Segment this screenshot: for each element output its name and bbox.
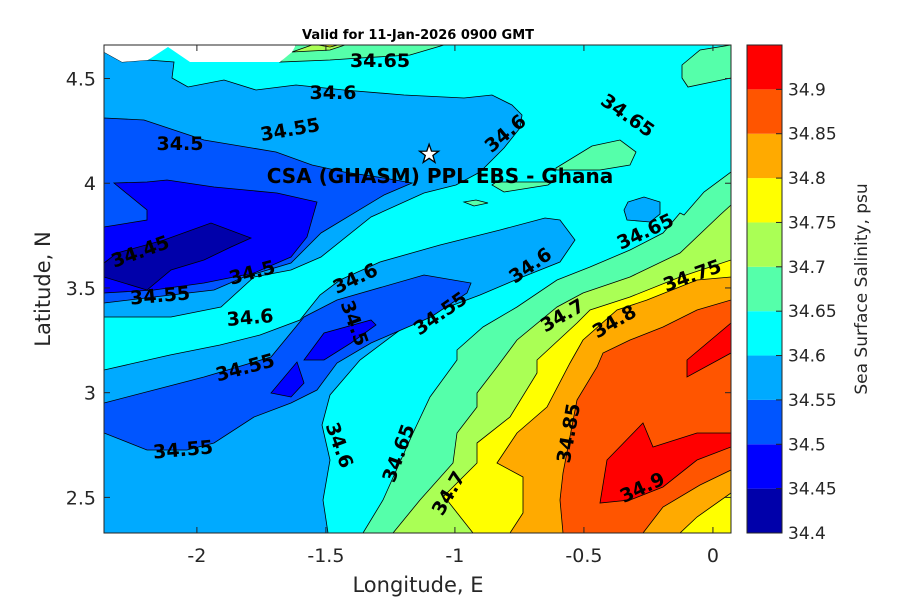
y-axis-label: Latitude, N	[31, 231, 55, 347]
colorbar-label: Sea Surface Salinity, psu	[852, 183, 872, 394]
no-data-region	[104, 45, 296, 62]
colorbar-tick-label: 34.5	[788, 435, 826, 455]
colorbar-tick-label: 34.45	[788, 480, 837, 500]
colorbar-frame	[746, 44, 783, 534]
colorbar-swatch	[747, 133, 782, 179]
contour-label: 34.65	[350, 50, 410, 72]
contour-region-34_65	[555, 139, 637, 171]
contour-region-34_65	[681, 45, 731, 88]
axes: -2 -1.5 -1 -0.5 0 2.5 3 3.5 4 4.5	[66, 45, 731, 567]
contour-label: 34.6	[310, 82, 357, 104]
y-tick-label: 4.5	[66, 69, 96, 91]
contour-region-34_45	[303, 319, 377, 361]
colorbar-swatch	[747, 488, 782, 533]
y-tick-label: 2.5	[66, 487, 96, 509]
x-axis-label: Longitude, E	[352, 573, 483, 597]
colorbar-tick-label: 34.6	[788, 347, 826, 367]
colorbar-swatch	[747, 178, 782, 223]
contour-region-34_55	[623, 196, 661, 223]
y-tick-label: 3.5	[66, 278, 96, 300]
colorbar-swatch	[747, 311, 782, 356]
colorbar-swatch	[747, 45, 782, 90]
contour-region-34_9	[686, 322, 731, 378]
contour-label: 34.6	[226, 305, 275, 331]
contour-region-34_85	[559, 299, 731, 533]
plot-frame	[103, 44, 732, 534]
colorbar-tick-label: 34.75	[788, 213, 837, 233]
contour-label: 34.55	[129, 282, 191, 309]
colorbar-tick-label: 34.65	[788, 302, 837, 322]
colorbar-tick-label: 34.9	[788, 80, 826, 100]
colorbar-swatch	[747, 222, 782, 267]
colorbar-swatch	[747, 266, 782, 312]
contour-region-34_5	[104, 274, 472, 451]
station-star-marker	[417, 142, 441, 165]
x-tick-label: 0	[707, 545, 719, 567]
y-tick-label: 4	[84, 173, 96, 195]
colorbar-tick-label: 34.4	[788, 524, 826, 544]
contour-region-34_65	[462, 199, 489, 207]
colorbar: 34.4 34.45 34.5 34.55 34.6 34.65 34.7 34.75 34.8…	[746, 44, 837, 544]
x-tick-label: -0.5	[565, 545, 602, 567]
contour-label: 34.5	[157, 133, 204, 155]
station-annotation: CSA (GHASM) PPL EBS - Ghana	[267, 164, 614, 188]
contour-region-34_75	[679, 492, 731, 533]
contour-region-34_65	[491, 181, 554, 193]
colorbar-swatch	[747, 444, 782, 489]
chart-title: Valid for 11-Jan-2026 0900 GMT	[302, 28, 534, 43]
contour-fills	[104, 45, 731, 533]
contour-region-34_45	[270, 361, 305, 398]
x-tick-label: -1	[445, 545, 464, 567]
contour-region-34_4	[104, 222, 253, 291]
contour-region-34_9	[599, 422, 731, 504]
contour-label: 34.55	[152, 436, 214, 463]
colorbar-swatch	[747, 399, 782, 445]
colorbar-tick-label: 34.7	[788, 258, 826, 278]
colorbar-tick-label: 34.8	[788, 169, 826, 189]
y-tick-label: 3	[84, 383, 96, 405]
colorbar-swatch	[747, 89, 782, 134]
colorbar-swatch	[747, 355, 782, 400]
x-tick-label: -1.5	[307, 545, 344, 567]
colorbar-tick-label: 34.85	[788, 125, 837, 145]
colorbar-tick-label: 34.55	[788, 391, 837, 411]
x-tick-label: -2	[187, 545, 206, 567]
